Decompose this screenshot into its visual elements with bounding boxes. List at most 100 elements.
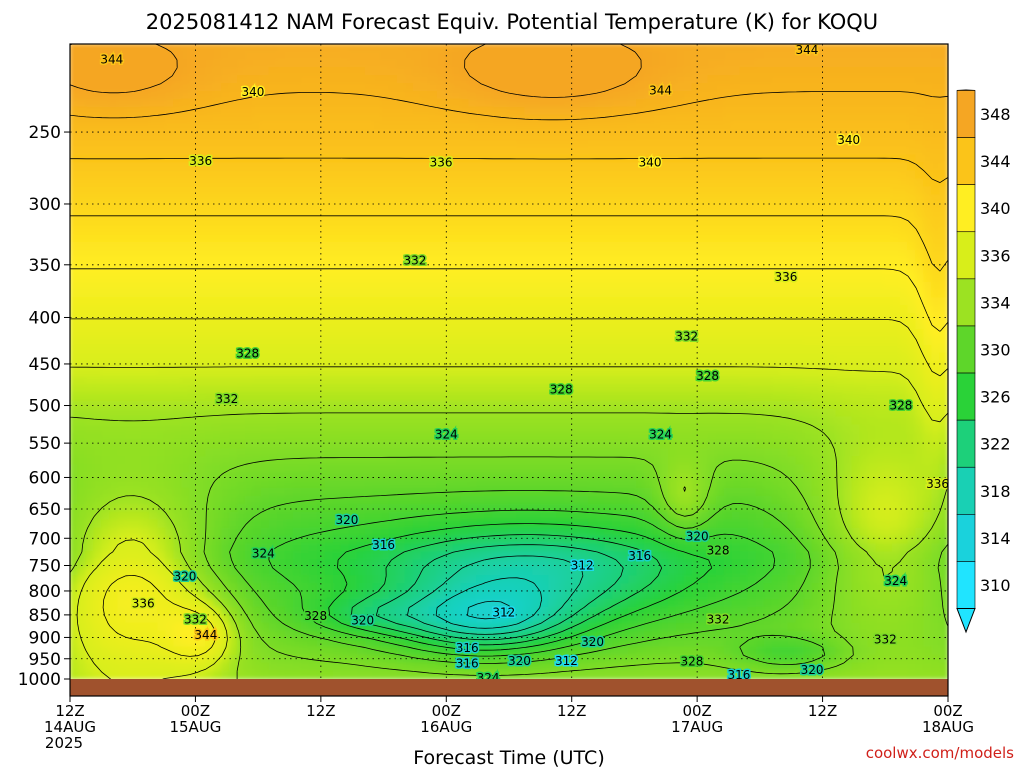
contour-label: 324 bbox=[884, 574, 907, 588]
x-tick-label: 12Z bbox=[808, 702, 837, 720]
x-tick-label: 00Z bbox=[432, 702, 461, 720]
contour-label: 344 bbox=[100, 52, 123, 66]
x-tick-label: 00Z bbox=[933, 702, 962, 720]
colorbar-label: 334 bbox=[980, 293, 1011, 312]
contour-label: 340 bbox=[241, 85, 264, 99]
contour-label: 312 bbox=[571, 558, 594, 572]
pressure-axis: 2503003504004505005506006507007508008509… bbox=[18, 123, 70, 690]
plot-frame bbox=[69, 43, 949, 697]
contour-316 bbox=[467, 600, 512, 620]
y-tick-label: 400 bbox=[29, 308, 61, 328]
grid-lines bbox=[70, 44, 948, 679]
x-tick-label: 16AUG bbox=[420, 718, 472, 736]
y-tick-label: 650 bbox=[29, 500, 61, 520]
contour-label: 320 bbox=[174, 569, 197, 583]
y-tick-label: 450 bbox=[29, 355, 61, 375]
contour-344 bbox=[70, 157, 948, 183]
contour-332 bbox=[203, 456, 948, 676]
contour-label: 316 bbox=[727, 668, 750, 682]
y-tick-label: 550 bbox=[29, 434, 61, 454]
y-tick-label: 350 bbox=[29, 256, 61, 276]
y-tick-label: 700 bbox=[29, 529, 61, 549]
y-tick-label: 500 bbox=[29, 397, 61, 417]
contour-label: 332 bbox=[403, 253, 426, 267]
credit-text: coolwx.com/models bbox=[866, 744, 1014, 762]
colorbar-label: 326 bbox=[980, 388, 1011, 407]
y-tick-label: 800 bbox=[29, 582, 61, 602]
contour-label: 320 bbox=[686, 530, 709, 544]
y-tick-label: 750 bbox=[29, 556, 61, 576]
contour-322 bbox=[375, 544, 624, 641]
colorbar-swatch bbox=[956, 184, 976, 233]
contour-label: 328 bbox=[707, 543, 730, 557]
contour-324 bbox=[351, 534, 663, 646]
colorbar-label: 344 bbox=[980, 152, 1011, 171]
chart-title: 2025081412 NAM Forecast Equiv. Potential… bbox=[146, 10, 878, 34]
x-tick-label: 12Z bbox=[306, 702, 335, 720]
contour-label: 344 bbox=[194, 628, 217, 642]
contour-label: 336 bbox=[926, 477, 949, 491]
contour-label: 328 bbox=[680, 655, 703, 669]
contour-label: 328 bbox=[696, 369, 719, 383]
colorbar-label: 314 bbox=[980, 529, 1011, 548]
contour-label: 332 bbox=[707, 612, 730, 626]
contour-342 bbox=[70, 215, 948, 272]
contour-318 bbox=[435, 577, 543, 629]
colorbar-label: 340 bbox=[980, 199, 1011, 218]
contour-label: 312 bbox=[555, 654, 578, 668]
contour-label: 324 bbox=[435, 427, 458, 441]
contour-label: 328 bbox=[890, 399, 913, 413]
x-tick-label: 00Z bbox=[181, 702, 210, 720]
colorbar-label: 310 bbox=[980, 576, 1011, 595]
contour-label: 320 bbox=[581, 635, 604, 649]
contour-label: 336 bbox=[132, 597, 155, 611]
contour-338 bbox=[70, 318, 948, 657]
contour-label: 332 bbox=[874, 633, 897, 647]
colorbar-swatch bbox=[956, 372, 976, 421]
colorbar: 348 344 340 336 334 330 326 322 318 314 310 bbox=[956, 89, 1011, 634]
contour-label: 336 bbox=[189, 154, 212, 168]
contour-label: 320 bbox=[508, 654, 531, 668]
contour-label: 332 bbox=[675, 330, 698, 344]
y-tick-label: 1000 bbox=[18, 670, 61, 690]
y-tick-label: 600 bbox=[29, 468, 61, 488]
contour-label: 320 bbox=[801, 663, 824, 677]
theta-e-field bbox=[70, 44, 948, 679]
x-tick-label: 14AUG bbox=[44, 718, 96, 736]
y-tick-label: 250 bbox=[29, 123, 61, 143]
contour-label: 316 bbox=[372, 538, 395, 552]
contour-label: 316 bbox=[628, 549, 651, 563]
contour-label: 344 bbox=[795, 43, 818, 57]
contour-label: 316 bbox=[456, 657, 479, 671]
contour-label: 344 bbox=[649, 83, 672, 97]
x-tick-label: 12Z bbox=[557, 702, 586, 720]
x-axis-label: Forecast Time (UTC) bbox=[413, 747, 604, 768]
contour-label: 332 bbox=[215, 392, 238, 406]
colorbar-arrow-bottom bbox=[956, 608, 976, 634]
contour-328 bbox=[268, 509, 776, 657]
x-tick-label: 17AUG bbox=[671, 718, 723, 736]
colorbar-swatch bbox=[956, 90, 976, 138]
colorbar-swatch bbox=[956, 231, 976, 280]
contour-label: 324 bbox=[477, 671, 500, 685]
y-tick-label: 850 bbox=[29, 606, 61, 626]
contour-346 bbox=[70, 91, 948, 121]
x-tick-label: 15AUG bbox=[169, 718, 221, 736]
contour-label: 336 bbox=[430, 155, 453, 169]
contour-330 bbox=[229, 490, 826, 665]
y-tick-label: 950 bbox=[29, 650, 61, 670]
colorbar-label: 330 bbox=[980, 341, 1011, 360]
contour-label: 324 bbox=[252, 547, 275, 561]
x-tick-label: 18AUG bbox=[922, 718, 974, 736]
colorbar-label: 348 bbox=[980, 105, 1011, 124]
colorbar-swatch bbox=[956, 137, 976, 185]
colorbar-swatch bbox=[956, 466, 976, 515]
x-tick-label: 2025 bbox=[45, 734, 83, 752]
colorbar-label: 318 bbox=[980, 482, 1011, 501]
contour-label: 316 bbox=[456, 641, 479, 655]
x-tick-label: 00Z bbox=[682, 702, 711, 720]
colorbar-label: 336 bbox=[980, 246, 1011, 265]
